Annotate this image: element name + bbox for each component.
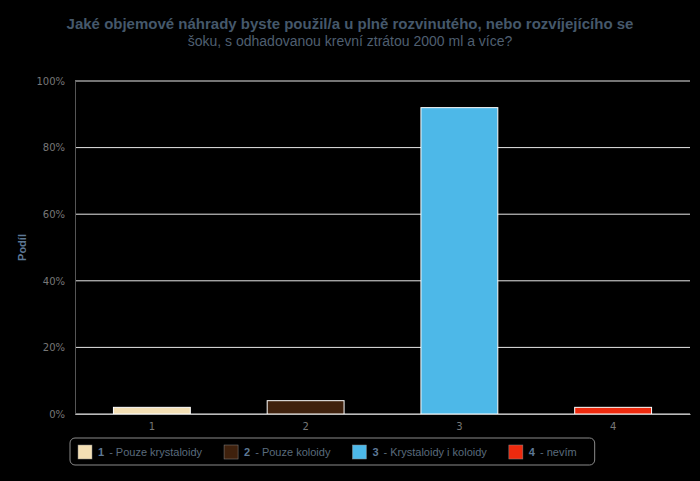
legend-number: 4 bbox=[529, 446, 536, 458]
y-tick: 20% bbox=[43, 342, 75, 353]
x-tick: 4 bbox=[610, 414, 616, 432]
x-tick-label: 3 bbox=[456, 421, 462, 432]
grid-line bbox=[75, 347, 690, 348]
plot: 0% 20% 40% 60% 80% 100% 1 2 3 4 bbox=[36, 76, 690, 432]
y-tick-label: 80% bbox=[43, 142, 65, 153]
y-tick: 0% bbox=[49, 409, 75, 420]
x-tick: 1 bbox=[149, 414, 155, 432]
bar bbox=[421, 108, 498, 414]
x-axis-line bbox=[76, 414, 691, 415]
bars bbox=[113, 108, 651, 414]
bar bbox=[267, 401, 344, 414]
legend-number: 3 bbox=[372, 446, 378, 458]
x-tick-label: 2 bbox=[302, 421, 308, 432]
legend-number: 2 bbox=[244, 446, 250, 458]
y-tick: 40% bbox=[43, 276, 75, 287]
x-tick: 3 bbox=[456, 414, 462, 432]
x-tick: 2 bbox=[302, 414, 308, 432]
grid-line bbox=[75, 214, 690, 215]
bar bbox=[113, 407, 190, 414]
legend-label: - Krystaloidy i koloidy bbox=[384, 446, 488, 458]
legend: 1 - Pouze krystaloidy 2 - Pouze koloidy 3 - K… bbox=[70, 438, 595, 465]
legend-swatch bbox=[352, 445, 366, 459]
legend-item: 4 - nevím bbox=[509, 445, 577, 459]
x-tick-label: 1 bbox=[149, 421, 155, 432]
title: Jaké objemové náhrady byste použil/a u p… bbox=[67, 15, 634, 32]
bar bbox=[575, 407, 652, 414]
chart: Jaké objemové náhrady byste použil/a u p… bbox=[0, 0, 700, 481]
y-tick: 100% bbox=[36, 76, 75, 87]
y-tick: 60% bbox=[43, 209, 75, 220]
y-axis-title: Podíl bbox=[16, 234, 28, 261]
legend-label: - Pouze koloidy bbox=[255, 446, 331, 458]
legend-item: 1 - Pouze krystaloidy bbox=[78, 445, 203, 459]
legend-item: 3 - Krystaloidy i koloidy bbox=[352, 445, 487, 459]
y-axis: 0% 20% 40% 60% 80% 100% bbox=[36, 76, 75, 420]
y-tick: 80% bbox=[43, 142, 75, 153]
grid-line bbox=[75, 280, 690, 281]
subtitle: šoku, s odhadovanou krevní ztrátou 2000 … bbox=[188, 33, 513, 49]
grid-line bbox=[75, 81, 690, 82]
grid bbox=[75, 81, 690, 414]
legend-label: - nevím bbox=[540, 446, 577, 458]
y-tick-label: 0% bbox=[49, 409, 65, 420]
legend-swatch bbox=[509, 445, 523, 459]
grid-line bbox=[75, 147, 690, 148]
legend-swatch bbox=[224, 445, 238, 459]
x-tick-label: 4 bbox=[610, 421, 616, 432]
legend-swatch bbox=[78, 445, 92, 459]
y-axis-line bbox=[75, 82, 76, 415]
y-tick-label: 20% bbox=[43, 342, 65, 353]
x-axis: 1 2 3 4 bbox=[76, 414, 691, 432]
y-tick-label: 100% bbox=[36, 76, 65, 87]
legend-box bbox=[70, 438, 595, 465]
y-tick-label: 60% bbox=[43, 209, 65, 220]
y-tick-label: 40% bbox=[43, 276, 65, 287]
legend-label: - Pouze krystaloidy bbox=[109, 446, 202, 458]
legend-item: 2 - Pouze koloidy bbox=[224, 445, 331, 459]
legend-number: 1 bbox=[98, 446, 104, 458]
